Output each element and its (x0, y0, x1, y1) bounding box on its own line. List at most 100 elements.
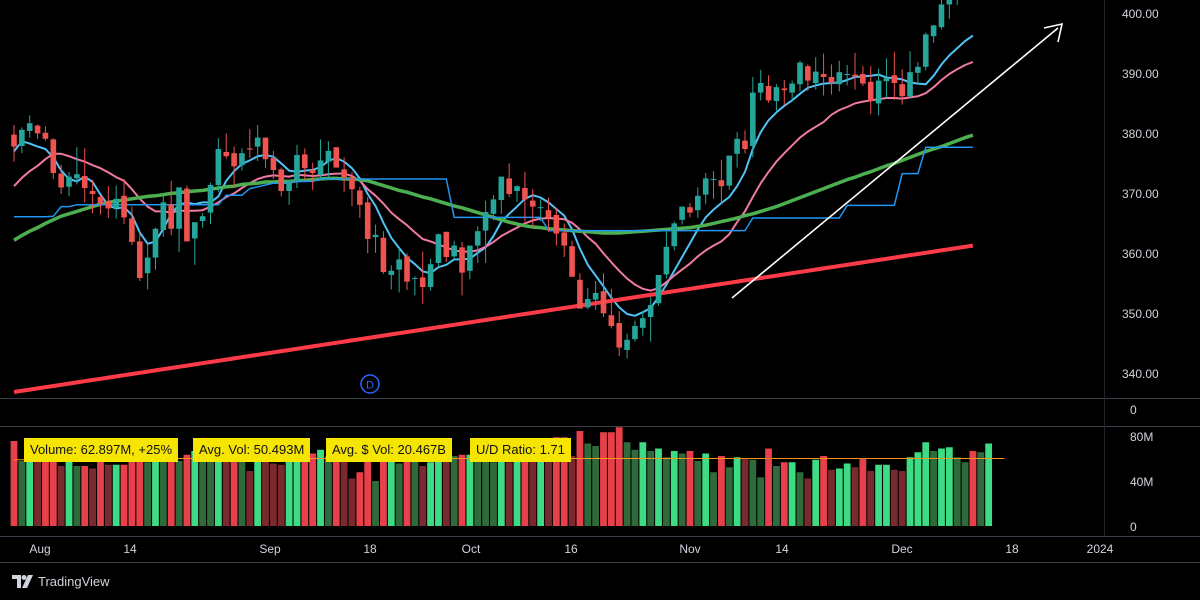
volume-bar (183, 454, 191, 526)
volume-bar (262, 454, 269, 526)
volume-bar (26, 442, 34, 526)
candle-body (820, 74, 827, 77)
candle-body (239, 153, 245, 166)
price-axis-tick-label: 360.00 (1122, 247, 1159, 261)
volume-bar (411, 451, 419, 526)
candle-body (19, 129, 25, 146)
volume-bar (938, 448, 945, 526)
volume-bar (678, 453, 686, 526)
candle-body (537, 207, 544, 209)
candle-body (915, 66, 921, 73)
volume-bar (521, 444, 529, 526)
volume-bar (442, 454, 450, 526)
tradingview-logo[interactable]: TradingView (12, 574, 110, 589)
candle-body (655, 275, 662, 304)
candle-body (412, 278, 418, 279)
candle-body (443, 231, 450, 257)
candle-body (844, 74, 850, 75)
candle-body (215, 149, 222, 185)
candle-body (734, 138, 740, 154)
volume-bar (733, 457, 741, 526)
volume-bar (718, 456, 725, 526)
volume-bar (42, 448, 49, 526)
candle-body (789, 83, 795, 93)
candle-body (113, 198, 119, 208)
candle-body (81, 176, 88, 188)
volume-bar (552, 437, 560, 526)
volume-bar (128, 456, 136, 526)
time-axis-tick-label: Nov (679, 542, 700, 556)
volume-bar (372, 481, 379, 526)
candle-body (506, 178, 512, 194)
candle-body (136, 241, 143, 278)
volume-bar (741, 458, 749, 526)
volume-bar (662, 457, 670, 526)
volume-bar (254, 449, 262, 526)
volume-bar (120, 464, 128, 526)
volume-bar (482, 461, 489, 526)
volume-bar (230, 446, 238, 526)
tradingview-label: TradingView (38, 574, 110, 589)
volume-bar (545, 447, 552, 526)
candle-body (553, 215, 560, 234)
candle-body (168, 204, 174, 229)
candle-body (309, 170, 316, 173)
volume-bar (293, 458, 301, 526)
candle-body (262, 137, 269, 160)
avg-dollar-volume-info-box: Avg. $ Vol: 20.467B (326, 438, 452, 462)
candle-body (333, 147, 340, 168)
candle-body (577, 279, 583, 309)
volume-bar (615, 427, 623, 526)
volume-bar (930, 451, 938, 526)
volume-bar (167, 452, 175, 526)
candle-body (545, 210, 552, 218)
candle-body (930, 25, 937, 37)
volume-bar (883, 464, 890, 526)
price-pane-zero-label: 0 (1130, 403, 1137, 417)
volume-bar (395, 463, 403, 526)
candle-body (757, 83, 764, 93)
price-axis-tick-label: 390.00 (1122, 67, 1159, 81)
candle-body (663, 246, 670, 275)
candle-body (828, 77, 835, 83)
volume-bar (387, 453, 395, 526)
volume-bar (867, 471, 875, 526)
candle-body (451, 245, 457, 257)
volume-bar (647, 451, 655, 526)
candle-body (922, 34, 929, 67)
candle-body (176, 187, 182, 229)
candle-body (498, 176, 505, 200)
candle-body (671, 223, 678, 247)
time-axis-tick-label: 16 (564, 542, 578, 556)
candle-body (812, 71, 819, 83)
time-axis-tick-label: Sep (259, 542, 281, 556)
candle-body (278, 169, 285, 191)
volume-bar (490, 462, 497, 526)
candle-body (270, 158, 277, 170)
candle-body (773, 87, 780, 101)
volume-bar (214, 456, 222, 526)
time-axis-tick-label: 14 (123, 542, 137, 556)
candle-body (286, 180, 292, 191)
volume-bar (238, 449, 246, 526)
volume-bar (513, 447, 521, 526)
candle-body (632, 326, 638, 340)
candle-body (750, 92, 756, 146)
candle-body (207, 185, 214, 213)
candle-body (592, 293, 599, 300)
volume-bar (725, 467, 733, 526)
volume-bar (977, 452, 985, 526)
candle-body (946, 0, 953, 5)
candle-body (529, 200, 536, 207)
candle-body (380, 237, 387, 272)
avg-volume-info-box: Avg. Vol: 50.493M (193, 438, 311, 462)
candle-body (152, 228, 159, 258)
candle-body (647, 305, 654, 317)
volume-axis-tick-label: 0 (1130, 520, 1137, 534)
candle-body (396, 259, 402, 270)
volume-bar (812, 459, 820, 526)
candle-body (349, 177, 355, 190)
time-axis-tick-label: 2024 (1087, 542, 1114, 556)
event-marker-circle (360, 374, 380, 394)
